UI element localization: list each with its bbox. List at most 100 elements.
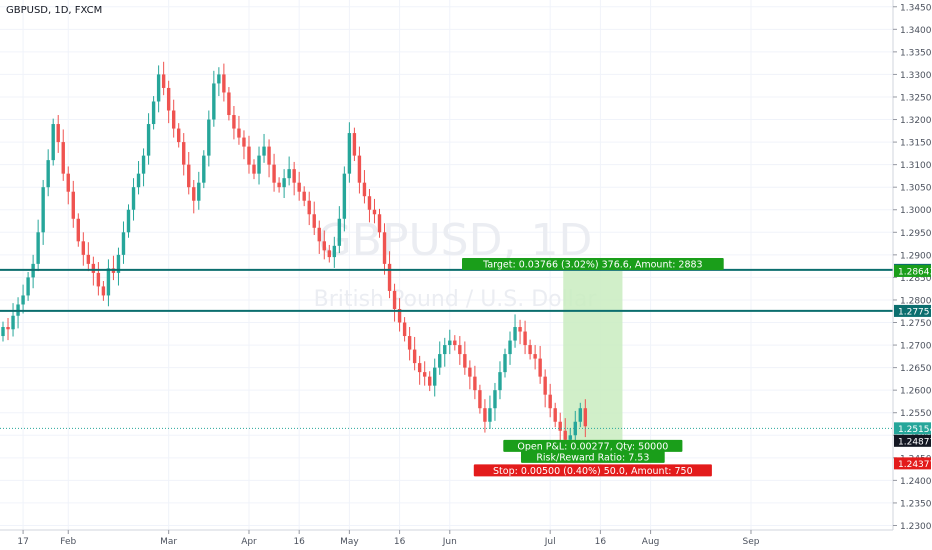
candle-body [126, 209, 131, 233]
candle-body [428, 376, 432, 386]
candle-body [267, 146, 271, 165]
candle-body [337, 218, 342, 246]
y-tick-label: 1.28000 [900, 296, 932, 306]
x-tick-label: May [340, 537, 359, 547]
candle-body [21, 295, 25, 305]
candle-body [327, 250, 331, 258]
candle-body [553, 408, 557, 422]
candle-body [141, 155, 146, 174]
candle-body [367, 196, 372, 210]
candle-body [66, 173, 70, 192]
candle-body [56, 124, 60, 143]
x-tick-label: Aug [642, 537, 660, 547]
y-tick-label: 1.27500 [900, 319, 932, 329]
candle-body [76, 218, 80, 242]
price-label: 1.28643 [898, 267, 932, 277]
candle-body [197, 182, 201, 201]
candle-body [116, 254, 121, 273]
candle-body [332, 245, 337, 258]
candle-body [538, 358, 542, 377]
rr-label-bg [521, 450, 665, 463]
y-tick-label: 1.26500 [900, 364, 932, 374]
candle-body [51, 124, 55, 161]
candle-body [252, 164, 256, 174]
y-tick-label: 1.32000 [900, 116, 932, 126]
rr-label: Risk/Reward Ratio: 7.53 [536, 452, 649, 463]
candle-body [402, 322, 407, 337]
candle-body [357, 155, 362, 183]
price-label: 1.24877 [898, 437, 932, 447]
candle-body [493, 390, 497, 409]
candle-body [177, 128, 181, 143]
candle-body [362, 182, 367, 197]
candle-body [202, 155, 206, 183]
candle-body [91, 263, 96, 273]
stop-label: Stop: 0.00500 (0.40%) 50.0, Amount: 750 [493, 466, 693, 477]
x-tick-label: 16 [293, 537, 305, 547]
candle-body [392, 290, 397, 309]
candle-body [207, 119, 211, 156]
y-tick-label: 1.26000 [900, 387, 932, 397]
candle-body [513, 327, 517, 341]
candle-body [161, 74, 166, 88]
candle-body [11, 315, 15, 330]
candle-body [387, 263, 392, 291]
candle-body [26, 277, 30, 296]
candle-body [372, 209, 377, 215]
pnl-label: Open P&L: 0.00277, Qty: 50000 [517, 441, 668, 452]
target-label-bg [462, 257, 724, 270]
target-label: Target: 0.03766 (3.02%) 376.6, Amount: 2… [482, 259, 703, 270]
price-label: 1.25154 [898, 425, 932, 435]
y-tick-label: 1.34000 [900, 26, 932, 36]
candle-body [312, 214, 316, 228]
candle-body [166, 87, 171, 111]
candle-body [46, 160, 50, 188]
candle-body [533, 354, 537, 359]
y-tick-label: 1.31500 [900, 139, 932, 149]
candle-body [508, 340, 512, 355]
candle-body [262, 146, 266, 156]
x-tick-label: Sep [742, 537, 759, 547]
candle-body [151, 101, 156, 125]
candle-body [443, 345, 447, 355]
candle-body [81, 241, 86, 255]
price-label-bg [894, 457, 931, 470]
candle-body [412, 349, 417, 364]
candle-body [453, 340, 457, 346]
candle-body [86, 254, 91, 264]
candle-body [473, 376, 477, 391]
y-tick-label: 1.31000 [900, 161, 932, 171]
symbol-title: GBPUSD, 1D, FXCM [6, 5, 103, 16]
candle-body [498, 372, 502, 391]
candle-body [317, 227, 321, 242]
price-label-bg [894, 264, 931, 277]
candle-body [463, 354, 467, 368]
y-tick-label: 1.24000 [900, 477, 932, 487]
candle-body [563, 430, 567, 440]
candle-body [468, 367, 472, 377]
candle-body [558, 421, 562, 431]
candle-body [171, 110, 176, 129]
candle-body [503, 354, 507, 373]
candle-body [297, 182, 301, 192]
price-label-bg [894, 304, 931, 317]
y-tick-label: 1.23500 [900, 499, 932, 509]
y-tick-label: 1.29500 [900, 229, 932, 239]
y-tick-label: 1.29000 [900, 251, 932, 261]
price-label-bg [894, 434, 931, 447]
x-tick-label: Jun [442, 537, 457, 547]
candle-body [101, 286, 106, 296]
candle-body [187, 164, 191, 188]
x-tick-label: Mar [160, 537, 177, 547]
candle-body [121, 232, 126, 255]
candle-body [287, 169, 291, 179]
candle-body [217, 74, 221, 84]
watermark-title: GBPUSD, 1D [318, 215, 593, 266]
price-label: 1.27757 [898, 307, 932, 317]
candle-body [523, 331, 527, 346]
price-label: 1.24377 [898, 460, 932, 470]
x-tick-label: 16 [394, 537, 406, 547]
candle-body [1, 327, 5, 337]
